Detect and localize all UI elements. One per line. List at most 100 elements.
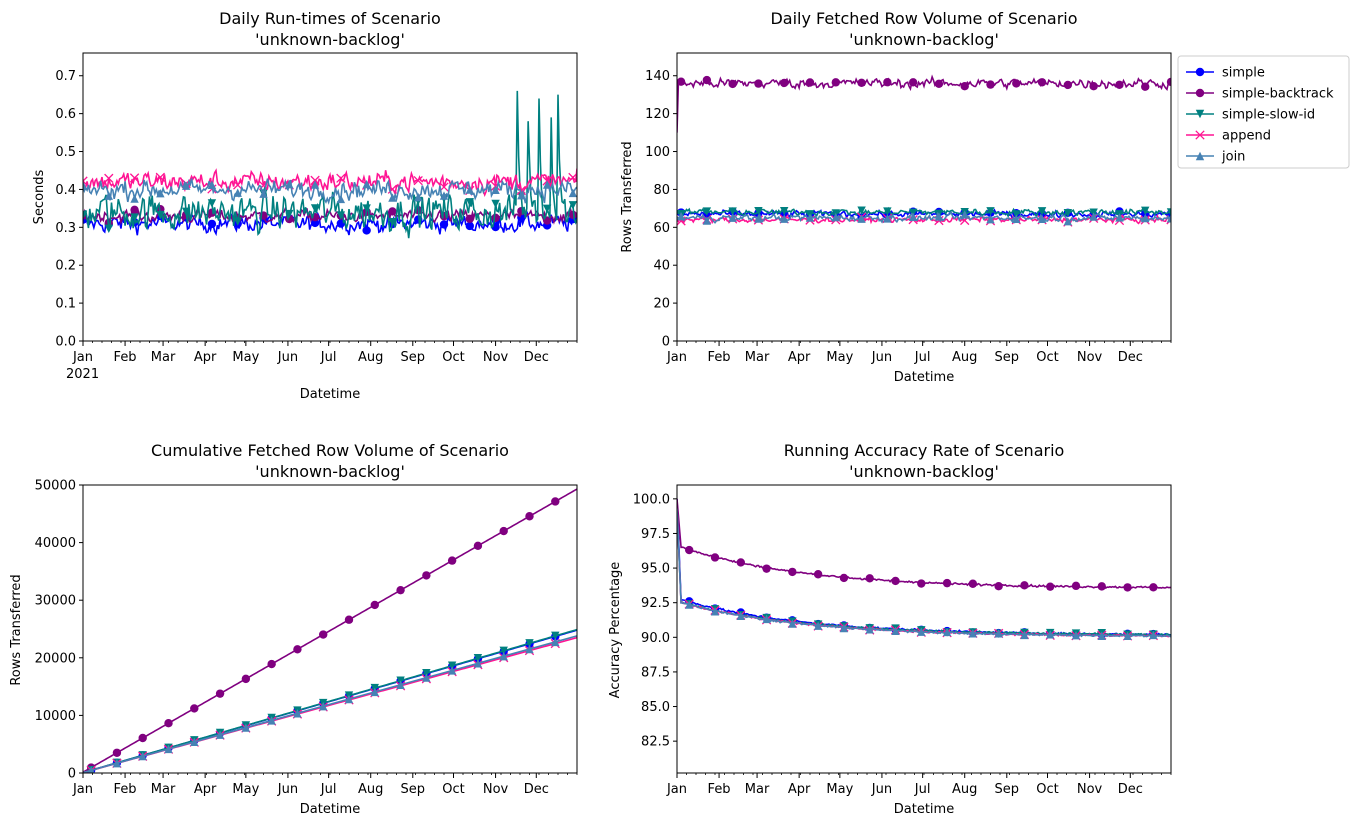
series-group <box>677 498 1171 641</box>
series-simple-backtrack-marker <box>1037 78 1047 87</box>
series-simple-backtrack-marker <box>1166 77 1171 87</box>
series-simple-slow-id-marker <box>1037 207 1047 216</box>
x-tick-label: Feb <box>708 782 731 797</box>
series-join-marker <box>215 730 225 739</box>
series-join-marker <box>319 701 328 711</box>
series-join-marker <box>1097 631 1106 640</box>
series-simple-backtrack-marker <box>891 576 900 586</box>
y-tick-label: 85.0 <box>641 700 670 715</box>
x-tick-label: Sep <box>995 782 1020 797</box>
x-tick-label: Sep <box>401 350 426 365</box>
legend-simple-slow-id-marker <box>1195 109 1205 119</box>
series-line-join <box>83 635 577 773</box>
y-tick-label: 120 <box>645 107 670 122</box>
series-simple-backtrack-marker <box>319 630 328 639</box>
series-join-marker <box>447 666 457 675</box>
x-tick-label: Apr <box>194 782 217 797</box>
series-simple-backtrack-marker <box>1123 583 1132 592</box>
series-simple-backtrack-marker <box>702 75 712 85</box>
x-tick-label: Feb <box>114 782 137 797</box>
series-simple-backtrack-marker <box>370 600 379 610</box>
series-join-marker <box>491 185 500 195</box>
series-line-simple-slow-id <box>83 90 577 239</box>
x-tick-label: Mar <box>745 782 770 797</box>
y-tick-label: 0.4 <box>55 183 76 198</box>
series-append-marker <box>83 176 88 186</box>
series-append-marker <box>104 173 114 183</box>
series-simple-slow-id-marker <box>499 646 508 655</box>
series-simple-backtrack-marker <box>917 579 926 588</box>
series-simple-slow-id-marker <box>728 207 737 216</box>
series-simple-slow-id-marker <box>207 199 217 208</box>
series-join-marker <box>267 716 276 725</box>
panel-1-xlabel: Datetime <box>300 387 360 402</box>
series-simple-backtrack-marker <box>831 78 840 87</box>
x-tick-label: Jan <box>666 782 687 797</box>
series-simple-slow-id-marker <box>542 204 552 214</box>
series-simple-slow-id-marker <box>104 224 113 234</box>
series-append-marker <box>568 172 577 183</box>
series-join-marker <box>917 627 926 636</box>
series-simple-backtrack-marker <box>754 79 763 88</box>
series-simple-slow-id-marker <box>525 639 534 648</box>
y-tick-label: 0.3 <box>55 221 76 236</box>
series-line-simple-backtrack <box>677 498 1171 590</box>
panel-4-title-line1: Running Accuracy Rate of Scenario <box>784 441 1065 460</box>
series-line-append <box>83 168 577 198</box>
series-join-marker <box>960 210 969 219</box>
series-join-marker <box>542 180 552 189</box>
panel-cumulative-row-volume: Cumulative Fetched Row Volume of Scenari… <box>9 441 578 817</box>
series-join-marker <box>156 188 165 198</box>
legend-simple-backtrack-marker <box>1195 88 1205 98</box>
legend-entry-join: join <box>1186 150 1245 165</box>
legend-label: simple <box>1222 66 1265 81</box>
panel-3-plot-area: 0 10000 20000 30000 40000 50000 Jan Feb Mar Apr Ma… <box>35 479 578 797</box>
series-join-marker <box>702 216 712 225</box>
y-tick-label: 10000 <box>35 709 76 724</box>
series-join-marker <box>396 680 405 689</box>
y-tick-label: 100 <box>645 145 670 160</box>
series-simple-backtrack-marker <box>130 205 139 215</box>
panel-1-ylabel: Seconds <box>32 169 47 224</box>
series-join-marker <box>1071 630 1081 640</box>
series-join-marker <box>293 709 302 718</box>
series-simple-backtrack-marker <box>525 512 534 521</box>
series-join-marker <box>1037 214 1047 223</box>
series-simple-backtrack-marker <box>805 78 815 87</box>
x-tick-label: Aug <box>952 350 977 365</box>
x-tick-label: Jul <box>320 782 337 797</box>
series-append-marker <box>516 185 527 196</box>
series-simple-backtrack-marker <box>865 574 874 583</box>
series-simple-backtrack-marker <box>1089 82 1098 91</box>
legend-label: append <box>1222 129 1271 144</box>
series-simple-slow-id-marker <box>857 206 866 215</box>
series-join-marker <box>181 181 191 190</box>
legend-label: simple-slow-id <box>1222 108 1315 123</box>
series-simple-backtrack-marker <box>883 78 892 87</box>
series-simple-slow-id-marker <box>83 210 88 220</box>
y-tick-label: 82.5 <box>641 735 670 750</box>
series-simple-slow-id-marker <box>780 206 789 216</box>
panel-3-title-line2: 'unknown-backlog' <box>255 462 405 481</box>
series-join-marker <box>934 212 944 221</box>
series-simple-backtrack-marker <box>857 78 866 88</box>
series-simple-backtrack-marker <box>293 645 302 654</box>
series-join-marker <box>164 744 173 754</box>
x-tick-label: Apr <box>194 350 217 365</box>
series-join-marker <box>813 621 823 630</box>
series-join-marker <box>986 214 995 224</box>
x-tick-label: Mar <box>151 350 176 365</box>
panel-4-ylabel: Accuracy Percentage <box>608 562 623 699</box>
x-tick-label: Dec <box>524 782 549 797</box>
panel-3-ylabel: Rows Transferred <box>9 574 24 685</box>
series-join-marker <box>207 180 217 190</box>
series-simple-backtrack-marker <box>1149 583 1158 592</box>
y-tick-label: 40 <box>653 259 670 274</box>
x-tick-label: Mar <box>151 782 176 797</box>
series-join-marker <box>233 188 242 197</box>
series-join-marker <box>87 766 95 773</box>
series-join-marker <box>1089 212 1098 221</box>
series-simple-slow-id-marker <box>551 631 560 641</box>
series-join-marker <box>499 651 508 661</box>
legend-entry-simple: simple <box>1186 66 1265 81</box>
